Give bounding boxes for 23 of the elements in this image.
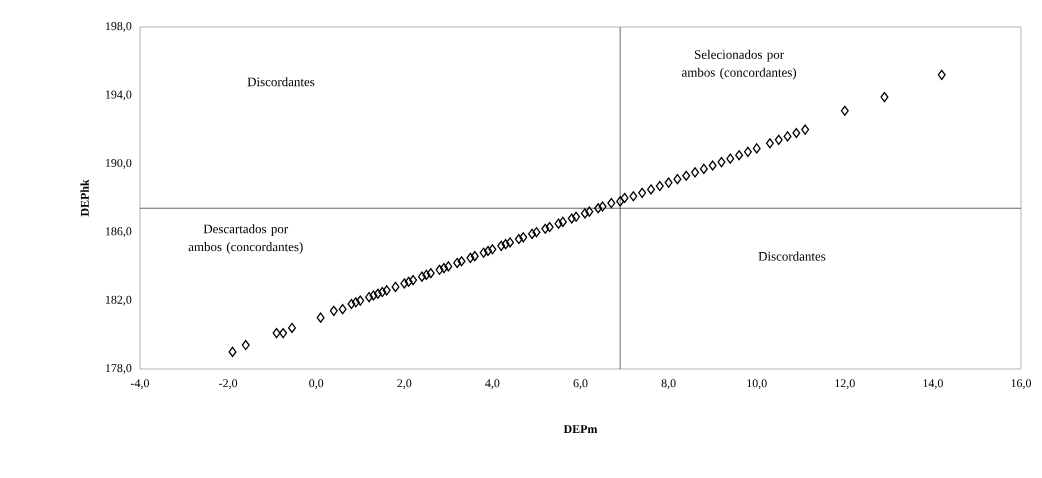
y-tick-label: 182,0 <box>105 295 132 306</box>
y-tick-label: 178,0 <box>105 364 132 374</box>
x-tick-label: 4,0 <box>485 379 500 389</box>
y-tick-label: 198,0 <box>105 22 132 32</box>
y-tick-label: 186,0 <box>105 227 132 238</box>
annotation: Discordantes <box>247 77 315 87</box>
annotation: Discordantes <box>758 251 826 261</box>
x-tick-label: 10,0 <box>747 379 767 389</box>
annotation: Descartados por ambos (concordantes) <box>188 224 303 254</box>
x-tick-label: 16,0 <box>1011 379 1032 389</box>
y-axis-title: DEPhk <box>80 179 89 217</box>
annotation: Selecionados por ambos (concordantes) <box>682 49 797 80</box>
x-tick-label: 6,0 <box>573 379 588 389</box>
x-tick-label: 2,0 <box>397 379 412 389</box>
x-tick-label: -2,0 <box>219 379 238 389</box>
x-tick-label: 0,0 <box>309 379 324 389</box>
y-tick-label: 190,0 <box>105 158 132 169</box>
y-tick-label: 194,0 <box>105 90 132 101</box>
x-tick-label: 8,0 <box>661 379 676 389</box>
x-tick-label: 12,0 <box>835 379 855 389</box>
x-axis-title: DEPm <box>563 425 598 433</box>
x-tick-label: -4,0 <box>130 379 150 389</box>
x-tick-label: 14,0 <box>923 379 943 389</box>
